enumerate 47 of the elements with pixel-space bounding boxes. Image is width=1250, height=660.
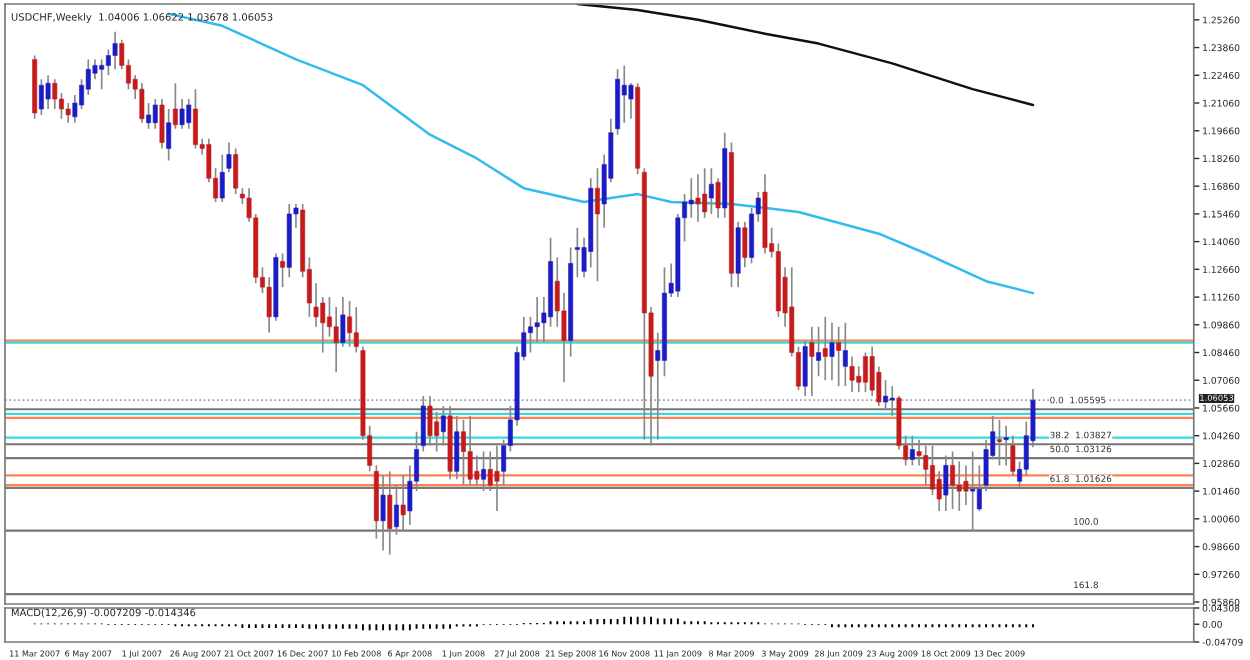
- candlestick: [574, 226, 580, 279]
- candlestick: [474, 454, 480, 487]
- candlestick: [467, 415, 473, 487]
- candlestick: [481, 450, 486, 492]
- candlestick: [842, 321, 848, 388]
- candlestick: [956, 460, 962, 512]
- candlestick: [829, 321, 835, 382]
- candlestick: [179, 98, 185, 130]
- candlestick: [909, 434, 915, 467]
- candlestick: [427, 395, 433, 447]
- candlestick: [387, 470, 393, 556]
- candlestick: [883, 379, 888, 411]
- candlestick: [708, 167, 714, 215]
- candlestick: [152, 98, 158, 130]
- candlestick: [923, 444, 929, 487]
- candlestick: [702, 167, 708, 219]
- candlestick: [863, 351, 868, 393]
- candlestick: [440, 405, 446, 447]
- candlestick: [836, 325, 842, 388]
- candlestick: [454, 415, 460, 481]
- line-series: [576, 4, 1035, 107]
- candlestick: [621, 64, 627, 124]
- candlestick: [943, 454, 949, 512]
- candlestick: [889, 385, 895, 417]
- candlestick: [434, 411, 440, 453]
- candlestick: [494, 444, 500, 512]
- candlestick: [45, 74, 51, 110]
- candlestick: [193, 88, 198, 150]
- candlestick: [822, 316, 828, 382]
- candlestick: [461, 419, 466, 487]
- candlestick: [280, 252, 285, 289]
- candlestick: [99, 58, 105, 90]
- candlestick: [38, 78, 44, 116]
- candlestick: [112, 30, 118, 71]
- candlestick: [735, 220, 741, 289]
- candlestick: [347, 300, 352, 348]
- candlestick: [233, 147, 239, 195]
- candlestick: [139, 82, 145, 124]
- candlestick: [695, 173, 701, 223]
- candlestick: [1003, 424, 1009, 467]
- candlestick: [997, 419, 1002, 467]
- candlestick: [742, 220, 748, 269]
- candlestick: [219, 153, 225, 203]
- candlestick: [380, 474, 386, 552]
- candlestick: [809, 325, 815, 397]
- candlestick: [970, 450, 976, 532]
- candlestick: [950, 450, 955, 510]
